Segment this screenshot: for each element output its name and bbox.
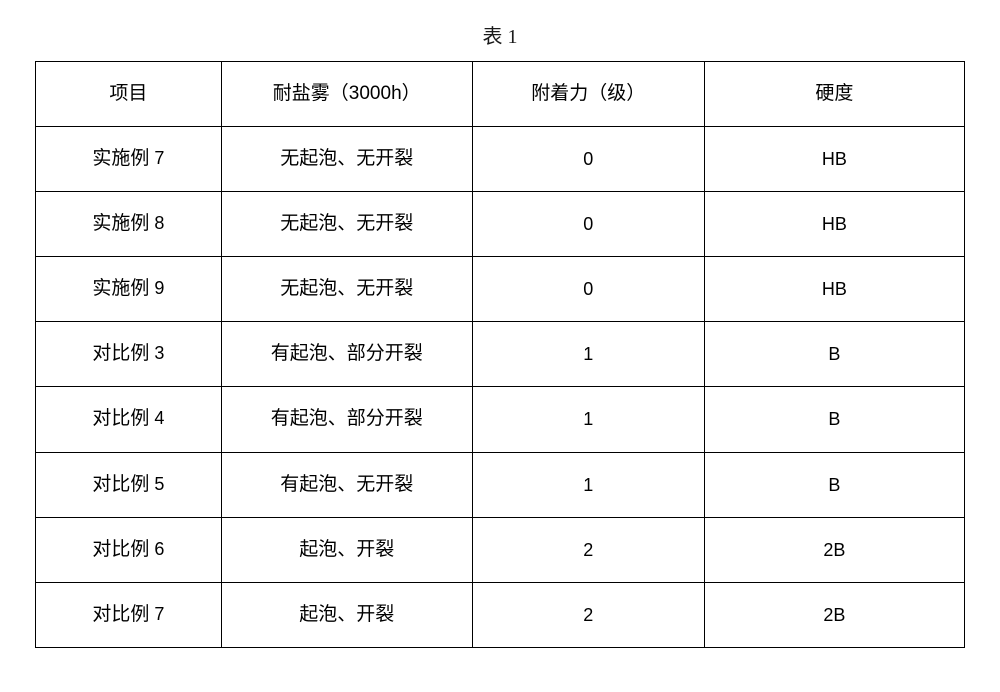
- cell-item-han: 对比例: [92, 408, 149, 429]
- col-header-adh-paren: （级）: [588, 83, 645, 104]
- cell-salt-spray: 无起泡、无开裂: [221, 257, 472, 322]
- cell-hardness: HB: [704, 127, 964, 192]
- cell-item: 实施例 7: [36, 127, 222, 192]
- cell-hardness: B: [704, 387, 964, 452]
- cell-adhesion: 1: [472, 452, 704, 517]
- table-row: 实施例 9无起泡、无开裂0HB: [36, 257, 965, 322]
- cell-hardness: B: [704, 322, 964, 387]
- cell-hardness: B: [704, 452, 964, 517]
- col-header-salt-spray: 耐盐雾（3000h）: [221, 62, 472, 127]
- cell-adhesion: 1: [472, 322, 704, 387]
- col-header-salt-han: 耐盐雾: [273, 83, 330, 104]
- cell-item-han: 对比例: [92, 604, 149, 625]
- cell-item-han: 实施例: [92, 213, 149, 234]
- cell-adhesion: 0: [472, 192, 704, 257]
- cell-adhesion: 1: [472, 387, 704, 452]
- cell-salt-spray: 起泡、开裂: [221, 517, 472, 582]
- col-header-adhesion: 附着力（级）: [472, 62, 704, 127]
- table-row: 对比例 3有起泡、部分开裂1B: [36, 322, 965, 387]
- table-row: 对比例 5有起泡、无开裂1B: [36, 452, 965, 517]
- cell-item-num: 5: [149, 474, 164, 494]
- col-header-item-label: 项目: [109, 83, 147, 104]
- cell-item: 对比例 7: [36, 582, 222, 647]
- cell-hardness: HB: [704, 192, 964, 257]
- cell-item: 实施例 8: [36, 192, 222, 257]
- table-row: 对比例 6起泡、开裂22B: [36, 517, 965, 582]
- cell-adhesion: 0: [472, 257, 704, 322]
- cell-item-han: 实施例: [92, 278, 149, 299]
- cell-item-num: 7: [149, 148, 164, 168]
- table-row: 实施例 7无起泡、无开裂0HB: [36, 127, 965, 192]
- cell-salt-spray: 起泡、开裂: [221, 582, 472, 647]
- col-header-hardness-label: 硬度: [815, 83, 853, 104]
- col-header-item: 项目: [36, 62, 222, 127]
- cell-item-num: 6: [149, 539, 164, 559]
- cell-hardness: HB: [704, 257, 964, 322]
- cell-hardness: 2B: [704, 517, 964, 582]
- table-header-row: 项目 耐盐雾（3000h） 附着力（级） 硬度: [36, 62, 965, 127]
- cell-adhesion: 2: [472, 582, 704, 647]
- table-title: 表 1: [35, 20, 965, 49]
- cell-item-num: 7: [149, 604, 164, 624]
- cell-item: 实施例 9: [36, 257, 222, 322]
- cell-item-han: 对比例: [92, 539, 149, 560]
- col-header-salt-paren: （3000h）: [330, 83, 421, 104]
- cell-item: 对比例 4: [36, 387, 222, 452]
- table-row: 对比例 7起泡、开裂22B: [36, 582, 965, 647]
- cell-item-han: 实施例: [92, 148, 149, 169]
- cell-adhesion: 0: [472, 127, 704, 192]
- cell-hardness: 2B: [704, 582, 964, 647]
- col-header-adh-han: 附着力: [531, 83, 588, 104]
- cell-adhesion: 2: [472, 517, 704, 582]
- data-table: 项目 耐盐雾（3000h） 附着力（级） 硬度 实施例 7无起泡、无开裂0HB实…: [35, 61, 965, 648]
- cell-salt-spray: 无起泡、无开裂: [221, 192, 472, 257]
- cell-item-num: 3: [149, 343, 164, 363]
- cell-item-num: 4: [149, 408, 164, 428]
- col-header-hardness: 硬度: [704, 62, 964, 127]
- cell-salt-spray: 有起泡、无开裂: [221, 452, 472, 517]
- cell-item-num: 8: [149, 213, 164, 233]
- table-row: 实施例 8无起泡、无开裂0HB: [36, 192, 965, 257]
- cell-item: 对比例 3: [36, 322, 222, 387]
- cell-salt-spray: 有起泡、部分开裂: [221, 322, 472, 387]
- cell-item-han: 对比例: [92, 343, 149, 364]
- table-row: 对比例 4有起泡、部分开裂1B: [36, 387, 965, 452]
- table-body: 实施例 7无起泡、无开裂0HB实施例 8无起泡、无开裂0HB实施例 9无起泡、无…: [36, 127, 965, 648]
- cell-salt-spray: 无起泡、无开裂: [221, 127, 472, 192]
- cell-item-num: 9: [149, 278, 164, 298]
- cell-salt-spray: 有起泡、部分开裂: [221, 387, 472, 452]
- cell-item: 对比例 6: [36, 517, 222, 582]
- cell-item-han: 对比例: [92, 474, 149, 495]
- cell-item: 对比例 5: [36, 452, 222, 517]
